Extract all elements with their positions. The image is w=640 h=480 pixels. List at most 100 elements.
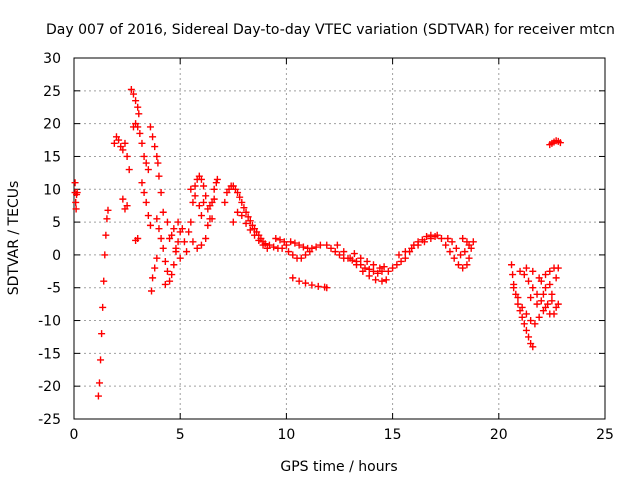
data-point [302,251,310,259]
data-point [510,284,518,292]
data-point [289,274,297,282]
data-point [149,133,157,141]
data-point [401,248,409,256]
data-point [204,221,212,229]
y-tick-label: 25 [43,84,61,100]
x-tick-label: 10 [277,427,295,443]
data-point [533,300,541,308]
data-point [295,241,303,249]
data-point [234,189,242,197]
series-hours-7-to-9 [221,182,271,252]
data-point [166,235,174,242]
data-point [454,261,462,269]
series-early-cluster [110,133,142,244]
data-point [189,238,197,246]
data-point [442,241,450,249]
data-point [123,202,131,210]
data-point [102,231,110,239]
data-point [450,254,458,262]
data-point [151,143,159,151]
data-point [548,297,556,305]
x-axis-title: GPS time / hours [280,459,397,475]
data-point [376,264,384,272]
data-point [157,235,165,242]
data-point [180,238,188,246]
data-point [242,208,250,216]
data-point [221,198,229,206]
data-point [272,235,280,242]
data-point [187,185,195,193]
data-point [323,241,331,249]
y-tick-label: -10 [38,314,61,330]
data-point [155,225,163,233]
data-point [535,274,543,282]
data-point [401,254,409,262]
y-tick-label: 15 [43,149,61,165]
data-point [427,235,435,242]
data-point [212,179,220,187]
data-point [408,244,416,252]
data-point [210,195,218,203]
data-point [140,152,148,160]
data-point [119,195,127,203]
data-point [357,254,365,262]
data-point [200,198,208,206]
data-point [372,276,380,284]
y-tick-label: -25 [38,412,61,428]
data-point [278,244,286,252]
data-point [240,204,248,212]
data-point [465,254,473,262]
data-point [312,243,320,251]
y-tick-label: 30 [43,51,61,67]
series-hours-5-to-7 [185,172,221,252]
x-tick-label: 5 [176,427,185,443]
data-point [127,86,135,94]
data-point [548,290,556,298]
data-point [97,356,105,364]
data-point [138,139,146,147]
data-point [363,257,371,265]
data-point [99,303,107,311]
data-point [302,279,310,287]
data-point [461,248,469,256]
x-tick-label: 0 [70,427,79,443]
series-hours-15-to-19 [389,231,477,272]
data-point [174,238,182,246]
data-point [95,379,103,387]
data-point [295,277,303,285]
data-point [550,310,558,318]
data-point [522,310,530,318]
data-point [531,320,539,328]
data-point [153,152,161,160]
data-point [163,218,171,226]
data-point [197,212,205,220]
data-point [132,97,140,105]
data-point [297,254,305,262]
data-point [525,277,533,285]
data-point [270,243,278,251]
data-point [457,251,465,259]
data-point [336,251,343,259]
data-point [350,250,358,258]
data-point [174,218,182,226]
data-point [535,313,543,321]
y-tick-label: -15 [38,346,61,362]
data-point [520,271,528,279]
data-point [452,244,460,252]
data-point [191,182,199,190]
data-point [121,139,129,147]
data-point [554,264,562,272]
data-point [276,236,284,244]
data-point [255,236,263,244]
data-point [554,300,562,308]
data-point [346,254,354,262]
data-point [529,267,537,275]
data-point [331,248,339,256]
chart-title: Day 007 of 2016, Sidereal Day-to-day VTE… [46,22,615,38]
data-point [369,261,377,269]
data-point [125,166,133,174]
data-point [414,241,422,249]
data-point [542,271,550,279]
data-point [527,317,535,325]
